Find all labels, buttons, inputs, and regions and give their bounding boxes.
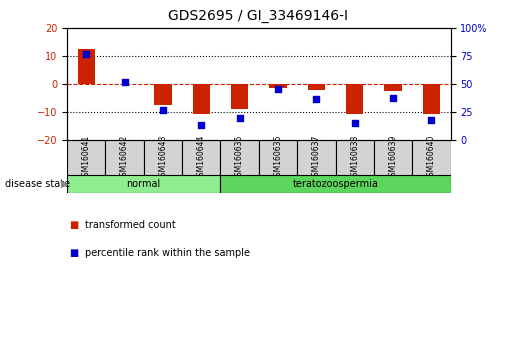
Bar [412, 140, 451, 175]
Point [82, 51, 90, 57]
Bar [307, 84, 325, 90]
Bar [77, 49, 95, 84]
Point [312, 96, 320, 102]
Bar [154, 84, 171, 105]
Bar [193, 84, 210, 114]
Bar [423, 84, 440, 114]
Bar [67, 175, 220, 193]
Point [159, 107, 167, 113]
Bar [67, 140, 105, 175]
Text: transformed count: transformed count [85, 220, 176, 230]
Point [427, 117, 436, 123]
Point [389, 95, 397, 101]
Text: GSM160636: GSM160636 [273, 135, 282, 181]
Text: ■: ■ [70, 248, 79, 258]
Bar [231, 84, 248, 109]
Text: ■: ■ [70, 220, 79, 230]
Bar [297, 140, 336, 175]
Bar [269, 84, 287, 88]
Bar [336, 140, 374, 175]
Text: GDS2695 / GI_33469146-I: GDS2695 / GI_33469146-I [167, 9, 348, 23]
Text: GSM160644: GSM160644 [197, 135, 205, 181]
Text: GSM160639: GSM160639 [389, 135, 398, 181]
Bar [182, 140, 220, 175]
Point [121, 79, 129, 85]
Bar [374, 140, 413, 175]
Bar [220, 175, 451, 193]
Text: teratozoospermia: teratozoospermia [293, 179, 379, 189]
Text: GSM160641: GSM160641 [82, 135, 91, 181]
Bar [346, 84, 364, 114]
Text: disease state: disease state [5, 179, 70, 189]
Point [197, 122, 205, 127]
Text: GSM160637: GSM160637 [312, 135, 321, 181]
Point [235, 115, 244, 121]
Bar [144, 140, 182, 175]
Bar [220, 140, 259, 175]
Text: GSM160640: GSM160640 [427, 135, 436, 181]
Bar [259, 140, 297, 175]
Text: percentile rank within the sample: percentile rank within the sample [85, 248, 250, 258]
Text: normal: normal [127, 179, 161, 189]
Text: GSM160638: GSM160638 [350, 135, 359, 181]
Bar [106, 140, 144, 175]
Text: ▶: ▶ [61, 179, 68, 189]
Point [351, 121, 359, 126]
Text: GSM160635: GSM160635 [235, 135, 244, 181]
Text: GSM160642: GSM160642 [120, 135, 129, 181]
Point [274, 86, 282, 92]
Bar [384, 84, 402, 91]
Text: GSM160643: GSM160643 [159, 135, 167, 181]
